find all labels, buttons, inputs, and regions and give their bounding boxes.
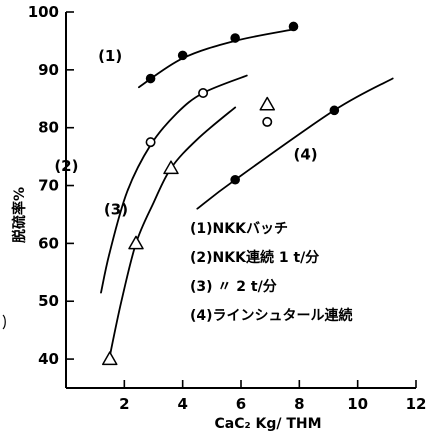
points [102,21,340,366]
series-3-point-1 [102,351,118,366]
y-tick-label-1: 50 [38,292,59,310]
x-tick-label-5: 12 [406,395,427,413]
y-tick-label-0: 40 [38,350,59,368]
x-tick-label-1: 4 [177,395,187,413]
decor [2,314,6,330]
series-1-point-4 [288,21,299,32]
series-1-point-3 [230,33,240,43]
axes: 40 50 60 70 80 90 100 2 4 6 8 10 12 CaC₂ Kg/ THM 脱硫率% [11,3,426,432]
series-2-point-1 [145,137,156,148]
labels: (1) (2) (3) (4) [54,47,317,218]
series-2-point-2 [198,87,209,98]
extra-marker-1 [259,96,275,111]
series-label-3: (3) [104,200,128,218]
y-tick-label-2: 60 [38,234,59,252]
series-4-point-2 [329,105,340,116]
series-4-point-1 [230,174,240,185]
series-3-curve [108,106,237,358]
series-3-point-2 [128,235,144,250]
y-axis-title: 脱硫率% [11,187,28,243]
left-edge-mark [2,314,6,330]
y-tick-label-5: 90 [38,61,59,79]
series-1-point-1 [145,73,156,84]
x-axis-title: CaC₂ Kg/ THM [214,416,321,432]
series-label-1: (1) [98,47,122,65]
legend-entry-1: (1)NKKバッチ [190,221,288,237]
extra-marker-2 [262,116,273,127]
x-tick-label-2: 6 [236,395,246,413]
legend-entry-2: (2)NKK連続 1 t/分 [190,249,319,266]
y-tick-label-4: 80 [38,119,59,137]
series-3-point-3 [163,160,179,175]
x-tick-label-4: 10 [347,395,368,413]
series-1-point-2 [177,50,188,61]
legend-entry-3: (3) 〃 2 t/分 [190,279,277,295]
x-tick-label-3: 8 [294,395,304,413]
legend: (1)NKKバッチ (2)NKK連続 1 t/分 (3) 〃 2 t/分 (4)ライン… [190,221,353,324]
series-label-4: (4) [294,146,318,164]
x-tick-label-0: 2 [119,395,129,413]
series-label-2: (2) [54,157,78,175]
series-4-curve [196,77,394,210]
legend-entry-4: (4)ラインシュタール連続 [190,307,353,324]
series-1-curve [138,28,295,89]
y-tick-label-6: 100 [28,3,59,21]
y-tick-label-3: 70 [38,177,59,195]
